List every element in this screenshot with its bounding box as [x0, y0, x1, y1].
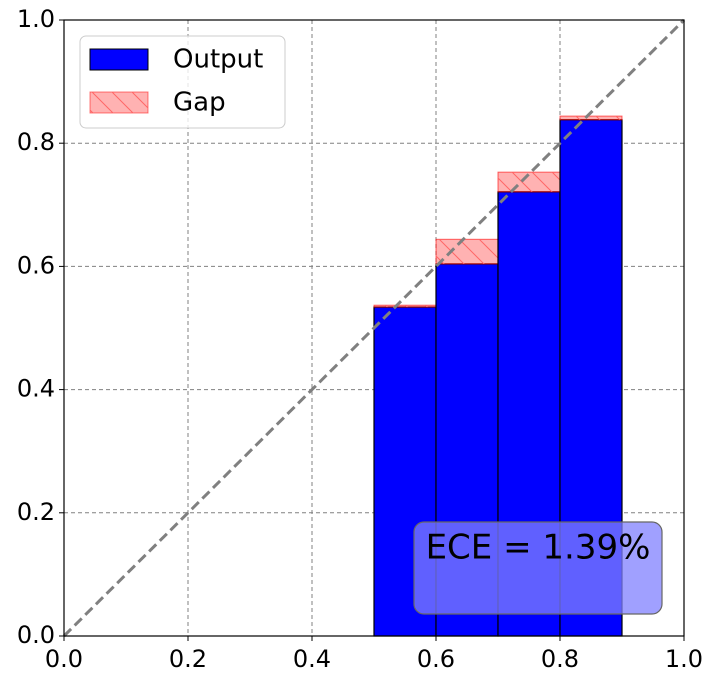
y-tick-label: 0.6 — [17, 251, 55, 279]
gap-hatch — [498, 172, 560, 192]
reference-diagonal — [62, 18, 686, 638]
x-tick-label: 0.4 — [293, 645, 331, 673]
axes-frame — [63, 19, 685, 637]
x-tick-label: 1.0 — [665, 645, 703, 673]
x-tick-label: 0.6 — [417, 645, 455, 673]
annotation: ECE = 1.39% — [426, 528, 651, 568]
annotation-box — [413, 521, 663, 615]
y-tick-label: 0.2 — [17, 498, 55, 526]
gap-hatch — [560, 116, 622, 120]
legend-label: Gap — [173, 88, 226, 118]
x-tick-label: 0.0 — [45, 645, 83, 673]
y-tick-label: 0.8 — [17, 128, 55, 156]
legend-swatch — [89, 48, 149, 71]
y-tick-label: 0.4 — [17, 375, 55, 403]
x-tick-label: 0.2 — [169, 645, 207, 673]
legend-label: Output — [173, 45, 263, 75]
gap-hatch — [374, 305, 436, 308]
x-tick-label: 0.8 — [541, 645, 579, 673]
legend: Output Gap — [79, 35, 286, 129]
gap-hatch — [436, 239, 498, 264]
y-tick-label: 1.0 — [17, 5, 55, 33]
legend-swatch-hatch — [90, 92, 148, 113]
y-tick-label: 0.0 — [17, 621, 55, 649]
